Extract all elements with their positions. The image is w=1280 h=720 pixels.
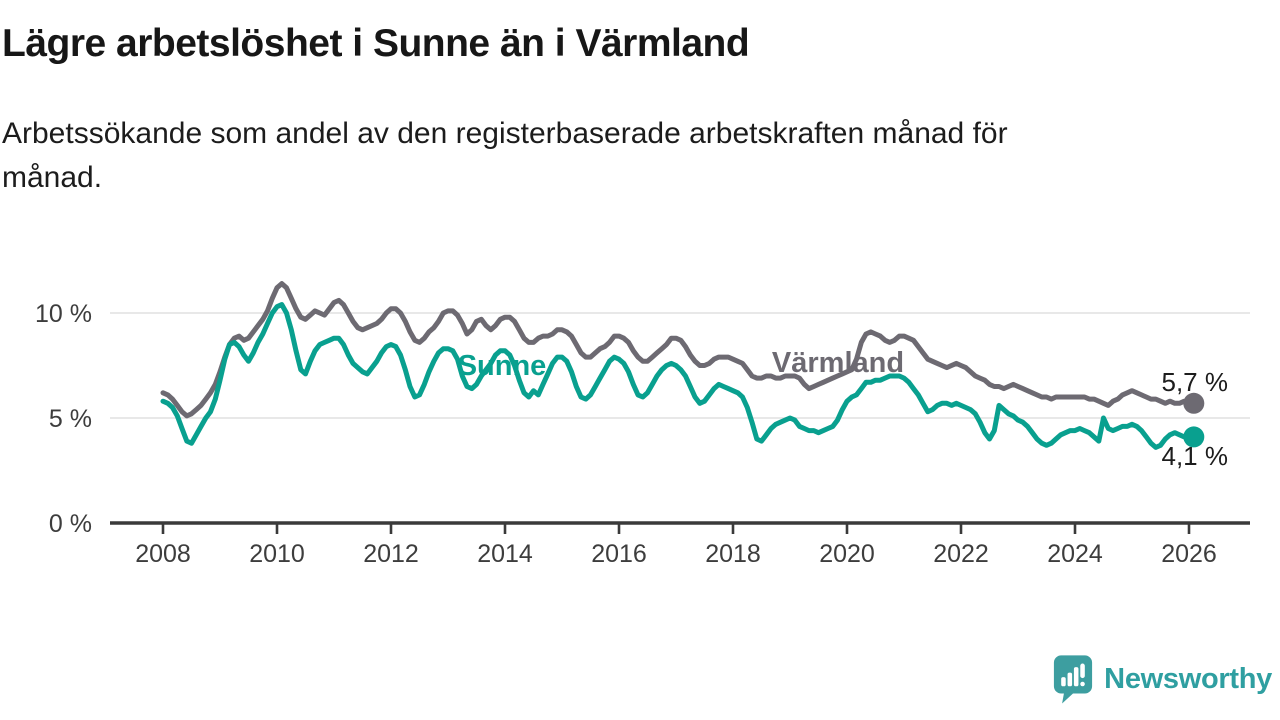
newsworthy-logo-icon: [1054, 655, 1093, 704]
x-axis: [110, 521, 1250, 534]
end-dot-sunne: [1183, 426, 1205, 448]
x-tick-label: 2010: [249, 540, 305, 568]
x-tick-label: 2022: [933, 540, 989, 568]
line-varmland: [160, 281, 1197, 419]
x-tick-label: 2024: [1047, 540, 1103, 568]
logo-exclamation-dot: [1080, 681, 1085, 687]
x-tick-label: 2016: [591, 540, 647, 568]
x-tick-label: 2008: [135, 540, 191, 568]
logo-bar-medium: [1067, 672, 1073, 687]
y-axis-labels: 0 % 5 % 10 %: [35, 300, 92, 538]
x-tick-label: 2012: [363, 540, 419, 568]
series-lines: [160, 281, 1197, 450]
y-tick-label: 0 %: [49, 510, 92, 538]
x-tick-label: 2026: [1161, 540, 1217, 568]
series-label-sunne: Sunne: [458, 350, 547, 382]
series-end-dots: [1183, 392, 1205, 448]
logo-bar-small: [1061, 677, 1066, 687]
chart-subtitle: Arbetssökande som andel av den registerb…: [2, 117, 1008, 194]
y-tick-label: 10 %: [35, 300, 92, 328]
end-value-label-sunne: 4,1 %: [1162, 441, 1229, 471]
end-dot-varmland: [1183, 392, 1205, 414]
series-label-varmland: Värmland: [772, 347, 904, 379]
end-value-label-varmland: 5,7 %: [1162, 367, 1229, 397]
logo-exclamation-stem: [1080, 663, 1085, 679]
line-chart: 0 %5 %10 % 2008 2010 2012 2014 2016 2018 2020 2…: [35, 281, 1250, 568]
x-tick-label: 2018: [705, 540, 761, 568]
newsworthy-logo-text: Newsworthy: [1104, 662, 1272, 695]
logo-bar-tall: [1074, 667, 1079, 687]
chart-title: Lägre arbetslöshet i Sunne än i Värmland: [2, 22, 750, 65]
x-axis-labels: 2008 2010 2012 2014 2016 2018 2020 2022 2024 2026: [135, 540, 1217, 568]
x-tick-label: 2020: [819, 540, 875, 568]
y-tick-label: 5 %: [49, 405, 92, 433]
x-tick-label: 2014: [477, 540, 533, 568]
gridlines: [110, 312, 1250, 419]
line-sunne: [160, 302, 1197, 450]
newsworthy-logo: Newsworthy: [1053, 654, 1272, 704]
